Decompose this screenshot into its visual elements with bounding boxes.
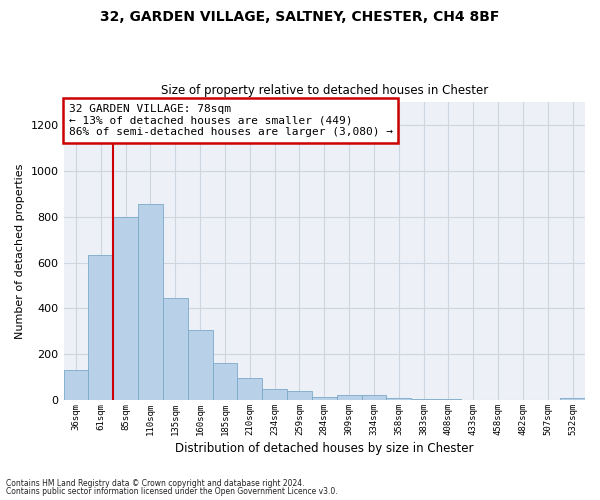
Text: Contains public sector information licensed under the Open Government Licence v3: Contains public sector information licen… (6, 487, 338, 496)
Bar (64, 370, 88, 400)
Bar (386, 398, 411, 400)
Bar (138, 204, 163, 400)
X-axis label: Distribution of detached houses by size in Chester: Distribution of detached houses by size … (175, 442, 473, 455)
Title: Size of property relative to detached houses in Chester: Size of property relative to detached ho… (161, 84, 488, 97)
Bar (262, 388, 287, 400)
Bar (238, 378, 262, 400)
Bar (88, 254, 113, 400)
Bar (188, 330, 212, 400)
Bar (113, 217, 138, 400)
Text: 32, GARDEN VILLAGE, SALTNEY, CHESTER, CH4 8BF: 32, GARDEN VILLAGE, SALTNEY, CHESTER, CH… (100, 10, 500, 24)
Bar (163, 298, 188, 400)
Bar (560, 398, 585, 400)
Bar (287, 392, 312, 400)
Bar (212, 364, 238, 400)
Y-axis label: Number of detached properties: Number of detached properties (15, 164, 25, 339)
Text: 32 GARDEN VILLAGE: 78sqm
← 13% of detached houses are smaller (449)
86% of semi-: 32 GARDEN VILLAGE: 78sqm ← 13% of detach… (69, 104, 393, 137)
Text: Contains HM Land Registry data © Crown copyright and database right 2024.: Contains HM Land Registry data © Crown c… (6, 478, 305, 488)
Bar (337, 396, 362, 400)
Bar (362, 396, 386, 400)
Bar (312, 396, 337, 400)
Bar (411, 399, 436, 400)
